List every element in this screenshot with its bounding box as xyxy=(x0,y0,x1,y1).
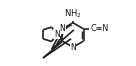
Text: N: N xyxy=(54,30,60,39)
Text: N: N xyxy=(70,43,76,52)
Text: N: N xyxy=(60,24,65,33)
Text: NH$_2$: NH$_2$ xyxy=(64,8,82,20)
Text: C≡N: C≡N xyxy=(90,24,108,33)
